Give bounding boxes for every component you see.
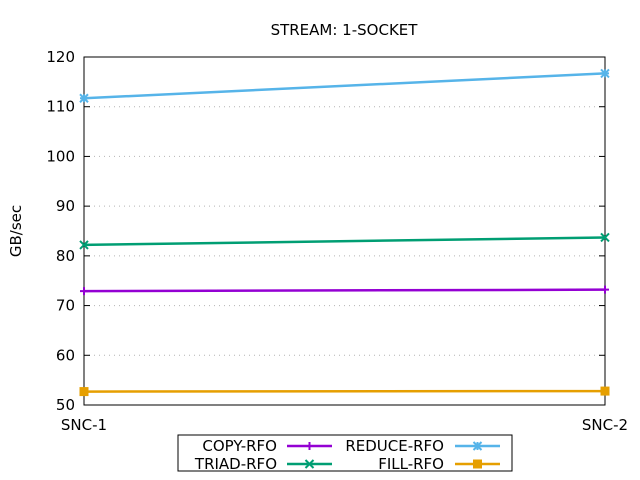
series-reduce-rfo xyxy=(79,68,610,103)
x-tick-label: SNC-1 xyxy=(61,416,107,434)
y-axis-ticks: 50 60 70 80 90 100 110 120 xyxy=(46,48,605,414)
x-axis-ticks: SNC-1 SNC-2 xyxy=(61,57,628,434)
y-tick-label: 50 xyxy=(56,396,75,414)
data-point xyxy=(80,287,88,296)
series-copy-rfo xyxy=(80,285,609,296)
legend-marker xyxy=(472,441,483,451)
legend-marker xyxy=(473,459,482,469)
y-tick-label: 100 xyxy=(46,147,75,165)
legend-marker xyxy=(305,442,314,450)
series-line xyxy=(83,236,606,247)
legend-label: FILL-RFO xyxy=(378,455,444,473)
data-point xyxy=(79,387,89,397)
chart-title: STREAM: 1-SOCKET xyxy=(271,21,419,39)
y-tick-label: 90 xyxy=(56,197,75,215)
y-axis-label: GB/sec xyxy=(7,205,25,257)
y-tick-label: 110 xyxy=(46,98,75,116)
y-tick-label: 70 xyxy=(56,297,75,315)
y-tick-label: 80 xyxy=(56,247,75,265)
series-triad-rfo xyxy=(79,232,610,250)
data-point xyxy=(601,285,609,294)
data-point xyxy=(600,232,610,243)
data-point xyxy=(600,386,610,396)
series-fill-rfo xyxy=(79,386,610,397)
plot-frame xyxy=(83,56,606,406)
y-tick-label: 120 xyxy=(46,48,75,66)
legend-label: TRIAD-RFO xyxy=(194,455,277,473)
legend-label: COPY-RFO xyxy=(202,437,277,455)
grid-lines xyxy=(84,106,605,356)
y-tick-label: 60 xyxy=(56,346,75,364)
series-layer xyxy=(79,68,610,397)
data-point xyxy=(79,240,89,250)
data-point xyxy=(79,93,89,103)
legend-label: REDUCE-RFO xyxy=(345,437,444,455)
series-line xyxy=(83,72,606,100)
legend-marker xyxy=(304,459,315,469)
x-tick-label: SNC-2 xyxy=(582,416,628,434)
series-line xyxy=(83,288,606,293)
data-point xyxy=(600,68,610,79)
